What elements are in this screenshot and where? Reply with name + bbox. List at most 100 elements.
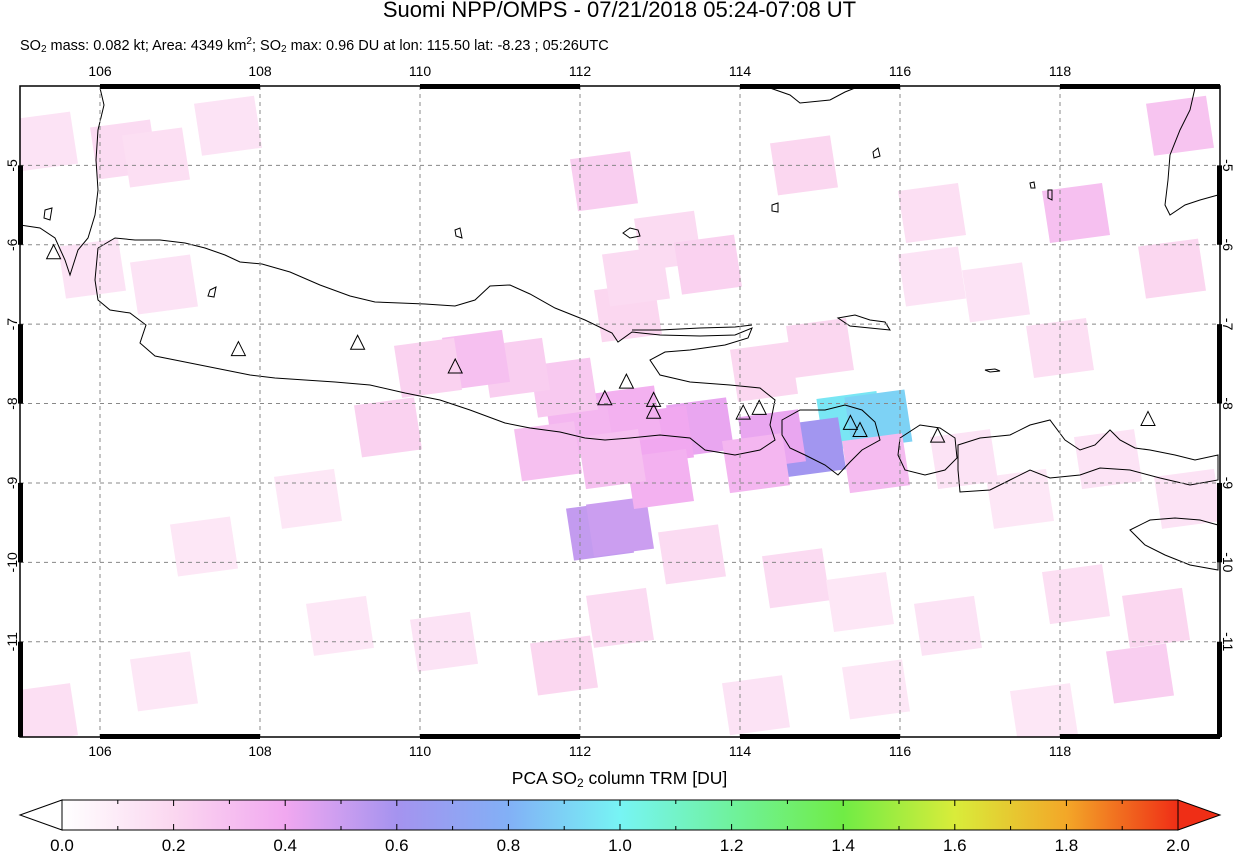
colorbar-title-part: PCA SO (511, 768, 577, 788)
so2-pixel (674, 234, 742, 295)
lon-tick-label: 112 (569, 63, 592, 79)
so2-pixel (1154, 468, 1220, 529)
so2-pixel (1106, 643, 1174, 704)
lat-tick-label: -6 (1220, 239, 1236, 252)
colorbar-title-part: column TRM [DU] (583, 768, 728, 788)
longitude-labels: 106 106 108 108 110 110 112 112 114 114 116 116 118 1… (88, 63, 1071, 759)
volcano-icon (618, 373, 635, 389)
lat-tick-label: -5 (4, 159, 20, 172)
small-island (454, 227, 463, 239)
so2-pixel (962, 262, 1030, 323)
summary-superscript: 2 (246, 36, 252, 47)
so2-summary-line: SO2 mass: 0.082 kt; Area: 4349 km2; SO2 … (20, 36, 609, 55)
so2-pixel (1042, 183, 1110, 244)
frame-bar (420, 734, 580, 739)
volcano-icon (842, 414, 859, 430)
frame-bar (1217, 324, 1222, 404)
lat-tick-label: -7 (1220, 318, 1236, 331)
frame-bar (18, 641, 23, 737)
colorbar-tick-label: 0.6 (385, 836, 409, 855)
bawean-island (622, 227, 641, 239)
lat-tick-label: -11 (4, 632, 20, 651)
volcano-icon (645, 391, 662, 407)
volcano-icon (735, 403, 752, 420)
lat-tick-label: -9 (1220, 477, 1236, 490)
colorbar-tick-label: 0.0 (50, 836, 74, 855)
lat-tick-label: -9 (4, 477, 20, 490)
lon-tick-label: 110 (409, 743, 432, 759)
volcano-markers (45, 243, 1156, 443)
lon-tick-label: 106 (88, 63, 112, 79)
small-island (1029, 181, 1036, 189)
colorbar-tick-label: 0.2 (162, 836, 186, 855)
so2-pixel (20, 683, 78, 737)
so2-pixel-layer (20, 95, 1220, 737)
so2-pixel (898, 246, 966, 307)
java-coast (94, 237, 776, 456)
so2-pixel (274, 468, 342, 529)
small-island (771, 202, 779, 213)
colorbar-tick-label: 1.2 (720, 836, 744, 855)
frame-bar (1217, 482, 1222, 563)
so2-pixel (842, 659, 910, 720)
colorbar-tick-label: 1.4 (831, 836, 855, 855)
volcano-icon (852, 421, 868, 438)
sulawesi-coast (1164, 87, 1219, 216)
summary-part: mass: 0.082 kt; Area: 4349 km (46, 38, 247, 54)
summary-part: max: 0.96 DU at lon: 115.50 lat: -8.23 ;… (286, 38, 609, 54)
small-island (1047, 189, 1053, 201)
so2-pixel (586, 587, 654, 648)
lat-tick-label: -7 (4, 318, 20, 331)
lat-tick-label: -8 (1220, 397, 1236, 410)
so2-pixel (1122, 587, 1190, 648)
lat-tick-label: -8 (4, 397, 20, 410)
colorbar-high-extension-arrow (1177, 799, 1222, 831)
colorbar-title: PCA SO2 column TRM [DU] (0, 768, 1239, 790)
frame-bar (1217, 165, 1222, 245)
lon-tick-label: 112 (569, 743, 592, 759)
frame-bar (100, 84, 260, 89)
so2-pixel (394, 337, 462, 398)
so2-pixel (1138, 238, 1206, 299)
so2-pixel (930, 429, 998, 490)
so2-pixel (170, 516, 238, 577)
frame-bar (740, 734, 900, 739)
volcano-icon (45, 243, 62, 260)
so2-pixel (354, 397, 422, 458)
lon-tick-label: 116 (889, 63, 912, 79)
bali-coast (781, 404, 881, 476)
coastlines (20, 87, 1219, 571)
so2-pixel (586, 496, 654, 557)
so2-pixel (130, 254, 198, 315)
volcano-icon (1140, 410, 1156, 426)
lat-tick-label: -10 (4, 552, 20, 572)
lombok-coast (897, 424, 958, 476)
colorbar-tick-label: 0.4 (273, 836, 297, 855)
colorbar-tick-label: 0.8 (497, 836, 521, 855)
map-border (19, 85, 1221, 738)
madura-coast (632, 324, 753, 331)
gridlines (20, 86, 1220, 737)
kalimantan-coast (769, 87, 856, 104)
colorbar-tick-label: 1.8 (1055, 836, 1079, 855)
latitude-labels: -5 -5 -6 -6 -7 -7 -8 -8 -9 -9 -10 -10 -11 -11 (4, 159, 1236, 652)
frame-bar (420, 84, 580, 89)
frame-bar (100, 734, 260, 739)
lat-tick-label: -6 (4, 238, 20, 251)
lon-tick-label: 108 (248, 63, 272, 79)
lon-tick-label: 118 (1049, 63, 1072, 79)
lon-tick-label: 118 (1049, 743, 1072, 759)
so2-pixel (658, 524, 726, 585)
small-island (43, 207, 53, 221)
so2-pixel (514, 421, 582, 482)
so2-pixel (130, 651, 198, 712)
lat-tick-label: -10 (1220, 552, 1236, 572)
so2-pixel (898, 183, 966, 244)
so2-pixel (1042, 564, 1110, 625)
so2-pixel (826, 572, 894, 633)
so2-pixel (722, 433, 790, 494)
so2-pixel (194, 95, 262, 156)
frame-bar (18, 165, 23, 245)
frame-bar (1060, 84, 1220, 89)
kangean-islands (836, 314, 891, 331)
